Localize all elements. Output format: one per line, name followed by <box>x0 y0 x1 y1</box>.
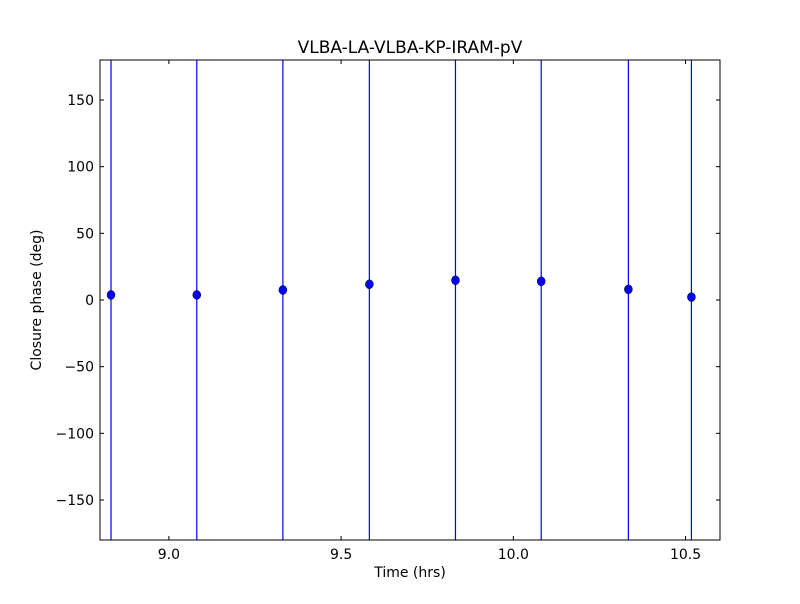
y-tick-label: −100 <box>56 426 94 442</box>
x-tick-label: 9.5 <box>330 547 352 563</box>
y-tick-label: −50 <box>64 360 94 376</box>
y-tick-label: 150 <box>67 93 94 109</box>
y-tick-label: 0 <box>85 293 94 309</box>
plot-frame <box>99 59 721 541</box>
data-point <box>365 279 374 290</box>
x-tick-label: 10.5 <box>670 547 701 563</box>
data-point <box>624 284 633 295</box>
data-point <box>278 285 288 295</box>
data-point <box>536 276 546 287</box>
y-tick-label: 50 <box>76 226 94 242</box>
y-tick-label: −150 <box>56 493 94 509</box>
data-point <box>451 275 460 286</box>
data-point <box>192 290 202 300</box>
y-tick-label: 100 <box>67 160 94 176</box>
data-point <box>106 290 116 300</box>
y-axis-label: Closure phase (deg) <box>29 230 45 371</box>
x-tick-label: 10.0 <box>498 547 529 563</box>
chart-title: VLBA-LA-VLBA-KP-IRAM-pV <box>298 38 523 58</box>
data-point <box>687 292 696 302</box>
x-axis-label: Time (hrs) <box>373 565 446 581</box>
x-tick-label: 9.0 <box>158 547 180 563</box>
